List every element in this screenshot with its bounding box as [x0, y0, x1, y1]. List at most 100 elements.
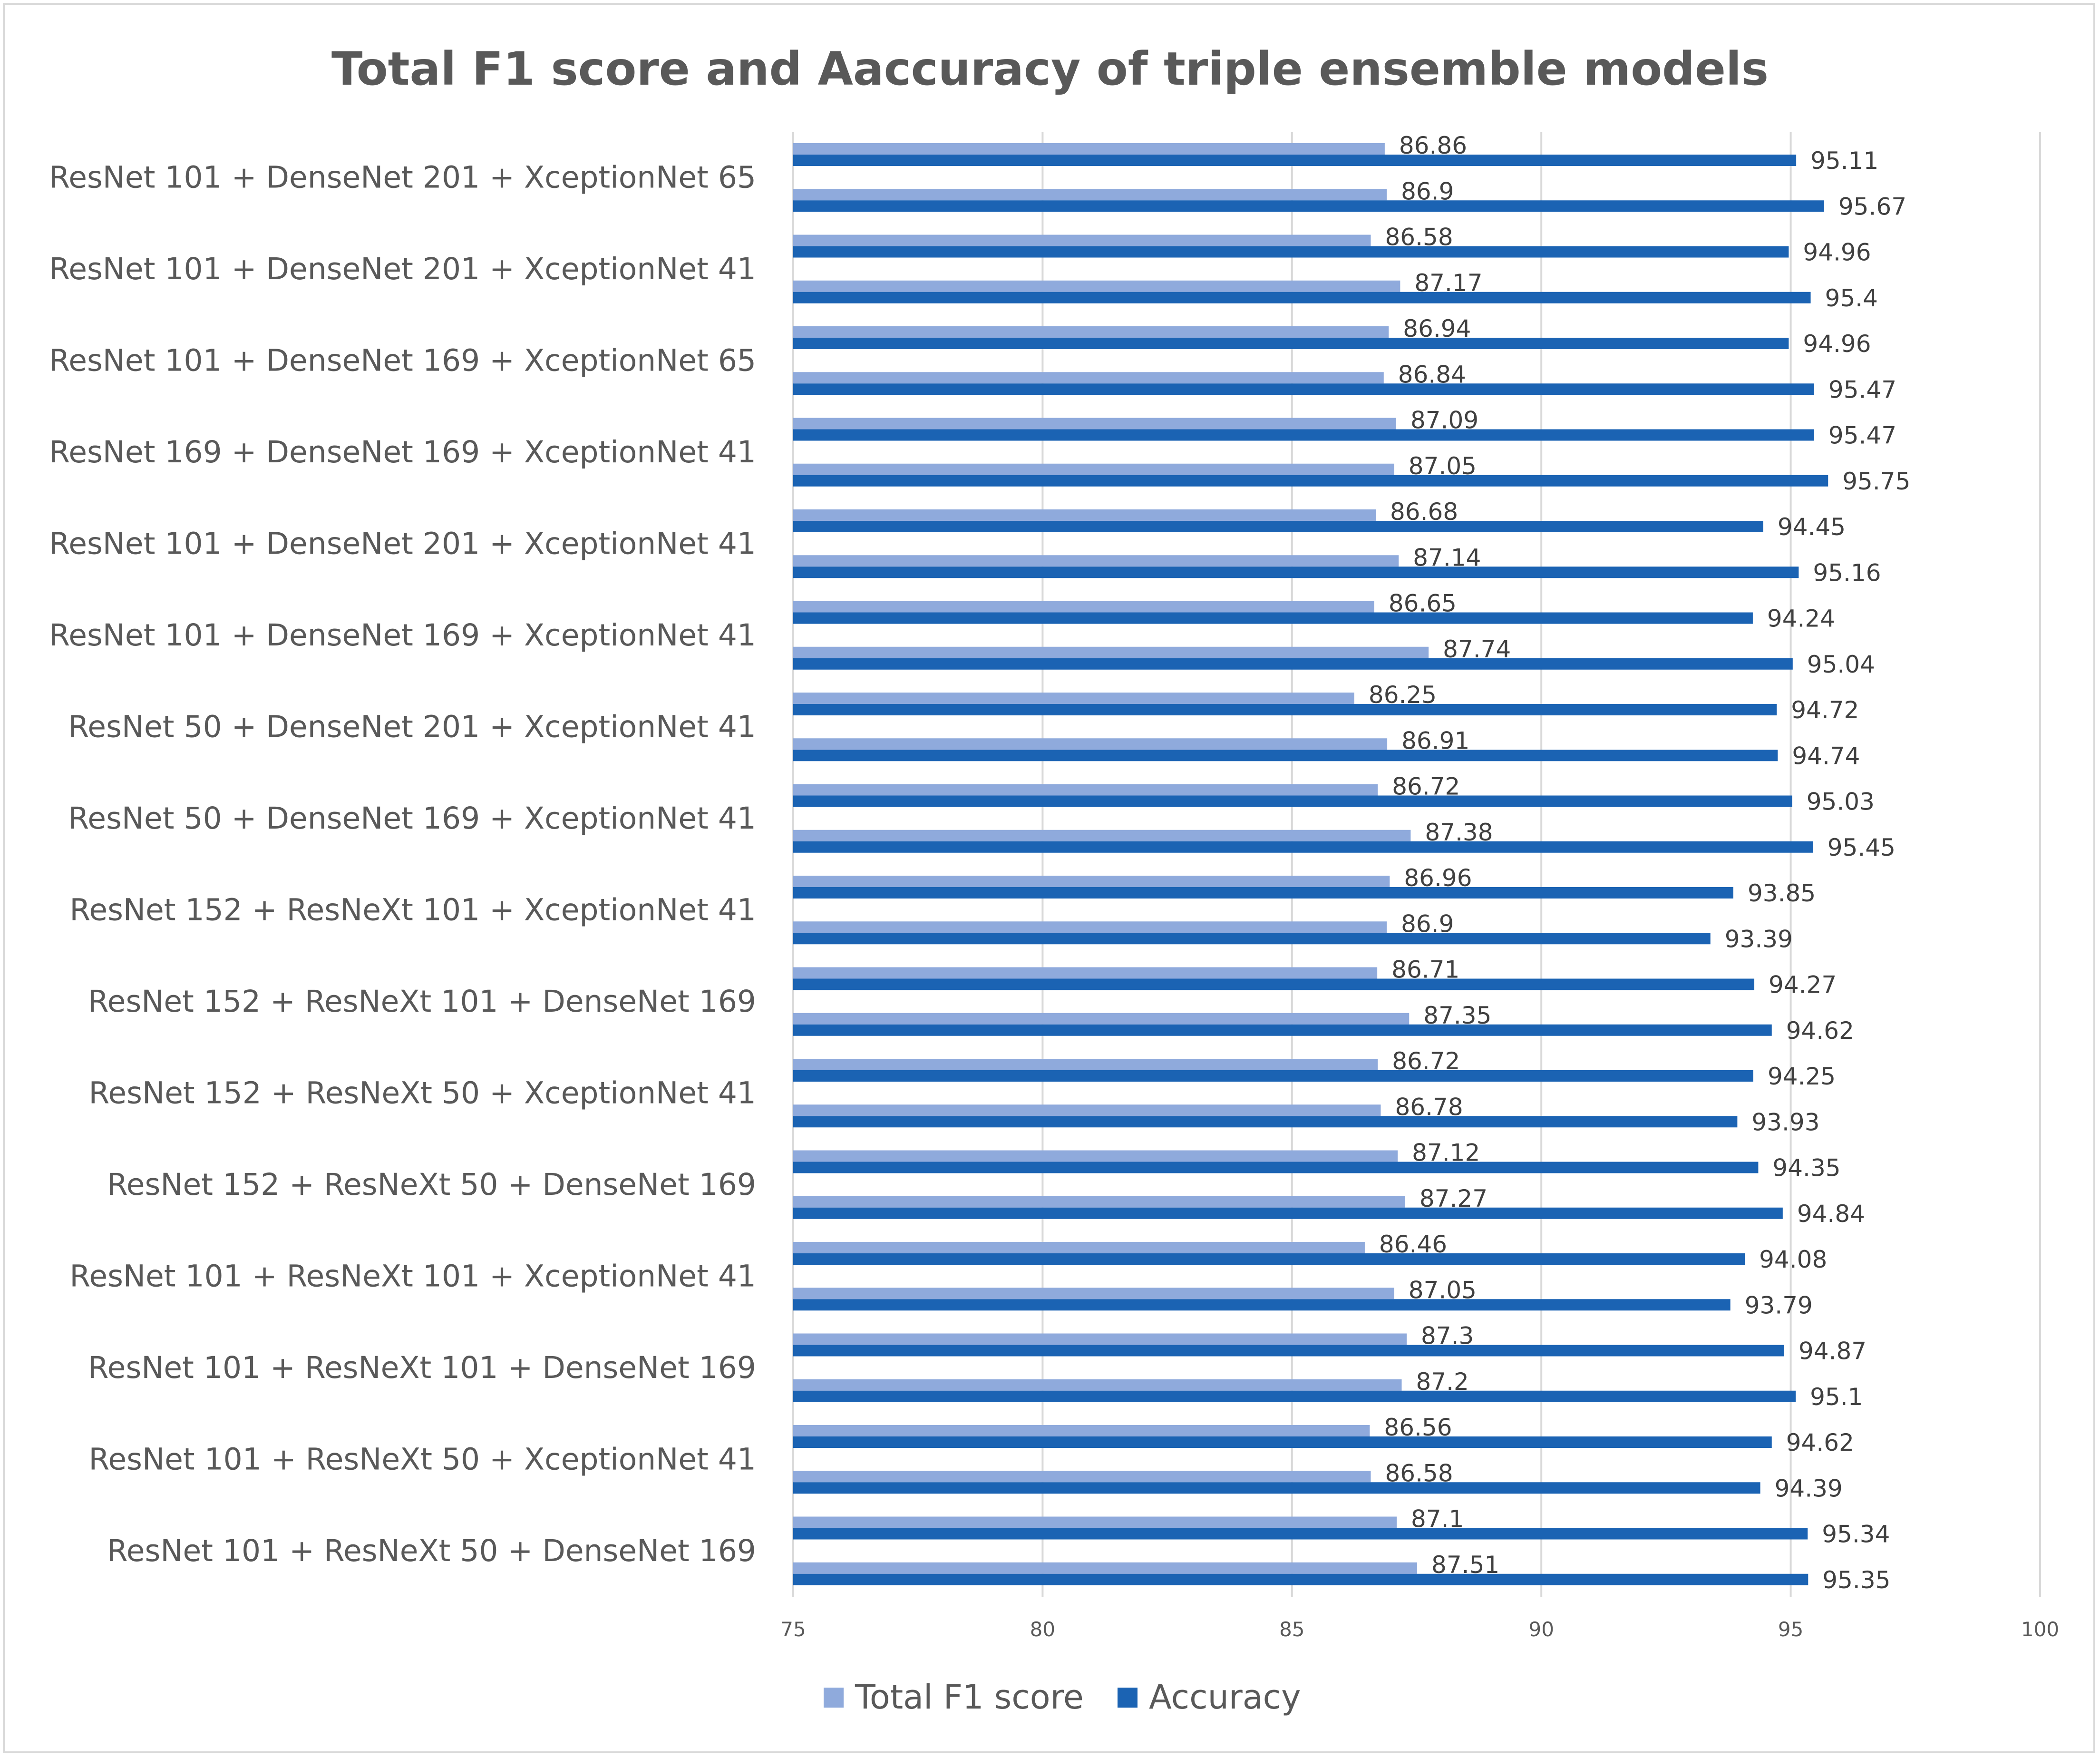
category-label: ResNet 152 + ResNeXt 101 + DenseNet 169 — [88, 984, 756, 1019]
category-label: ResNet 152 + ResNeXt 50 + XceptionNet 41 — [88, 1075, 756, 1110]
category-label: ResNet 152 + ResNeXt 50 + DenseNet 169 — [107, 1167, 756, 1202]
bar-total-f1 — [793, 1425, 1370, 1436]
x-tick-label: 85 — [1279, 1618, 1304, 1641]
x-tick-label: 75 — [780, 1618, 806, 1641]
bar-total-f1 — [793, 1013, 1410, 1025]
bar-total-f1 — [793, 143, 1385, 155]
data-label-accuracy: 95.75 — [1842, 468, 1910, 495]
bar-accuracy — [793, 246, 1789, 258]
bar-accuracy — [793, 1436, 1772, 1448]
category-label: ResNet 101 + DenseNet 169 + XceptionNet … — [49, 343, 756, 378]
data-label-accuracy: 94.24 — [1767, 605, 1835, 633]
category-label: ResNet 101 + DenseNet 201 + XceptionNet … — [49, 526, 756, 561]
bar-accuracy — [793, 292, 1811, 303]
bar-accuracy — [793, 1528, 1808, 1540]
data-label-total-f1: 87.05 — [1409, 452, 1477, 480]
data-label-total-f1: 86.25 — [1369, 681, 1437, 709]
data-label-total-f1: 87.51 — [1431, 1551, 1499, 1579]
bar-total-f1 — [793, 463, 1394, 475]
data-label-total-f1: 86.65 — [1389, 590, 1457, 617]
data-label-accuracy: 94.35 — [1772, 1154, 1840, 1182]
data-label-total-f1: 86.72 — [1392, 1047, 1460, 1075]
category-label: ResNet 101 + DenseNet 169 + XceptionNet … — [49, 618, 756, 653]
bar-accuracy — [793, 429, 1814, 441]
data-label-total-f1: 86.58 — [1385, 1459, 1453, 1487]
data-label-total-f1: 86.9 — [1401, 910, 1454, 938]
bar-total-f1 — [793, 646, 1429, 658]
data-label-total-f1: 87.2 — [1416, 1368, 1469, 1396]
bar-total-f1 — [793, 784, 1378, 796]
bars — [793, 143, 1828, 1585]
data-label-total-f1: 86.91 — [1401, 727, 1469, 754]
data-label-total-f1: 86.68 — [1390, 498, 1458, 526]
bar-accuracy — [793, 1482, 1760, 1494]
category-label: ResNet 101 + ResNeXt 101 + DenseNet 169 — [88, 1350, 756, 1385]
bar-total-f1 — [793, 509, 1376, 521]
x-tick-label: 80 — [1030, 1618, 1055, 1641]
category-label: ResNet 101 + ResNeXt 50 + XceptionNet 41 — [88, 1442, 756, 1476]
data-label-accuracy: 93.85 — [1748, 879, 1816, 907]
data-label-total-f1: 87.38 — [1425, 819, 1493, 846]
data-label-total-f1: 86.46 — [1379, 1231, 1447, 1258]
bar-accuracy — [793, 1345, 1784, 1357]
data-label-total-f1: 86.56 — [1384, 1414, 1452, 1441]
bar-accuracy — [793, 1299, 1731, 1311]
data-label-total-f1: 86.72 — [1392, 773, 1460, 801]
category-label: ResNet 101 + ResNeXt 101 + XceptionNet 4… — [69, 1259, 756, 1293]
data-label-total-f1: 87.1 — [1411, 1505, 1464, 1533]
data-label-accuracy: 95.47 — [1828, 422, 1896, 449]
x-axis-ticks: 75 80 85 90 95 100 — [780, 1618, 2059, 1641]
data-label-accuracy: 95.04 — [1807, 651, 1875, 678]
category-label: ResNet 169 + DenseNet 169 + XceptionNet … — [49, 435, 756, 469]
bar-total-f1 — [793, 1059, 1378, 1070]
data-label-total-f1: 87.35 — [1423, 1002, 1491, 1029]
category-label: ResNet 101 + DenseNet 201 + XceptionNet … — [49, 160, 756, 195]
data-label-total-f1: 86.94 — [1403, 315, 1471, 342]
bar-accuracy — [793, 1390, 1796, 1402]
bar-total-f1 — [793, 1333, 1407, 1345]
data-label-total-f1: 86.58 — [1385, 224, 1453, 251]
bar-accuracy — [793, 1162, 1759, 1173]
data-label-total-f1: 87.05 — [1409, 1276, 1477, 1304]
bar-accuracy — [793, 1070, 1753, 1082]
data-label-accuracy: 94.62 — [1786, 1429, 1854, 1456]
data-label-accuracy: 95.1 — [1810, 1383, 1863, 1411]
chart-title: Total F1 score and Aaccuracy of triple e… — [331, 42, 1769, 96]
category-label: ResNet 50 + DenseNet 169 + XceptionNet 4… — [68, 801, 756, 836]
legend-swatch-total-f1 — [824, 1688, 844, 1708]
bar-total-f1 — [793, 967, 1378, 979]
data-label-accuracy: 95.03 — [1807, 788, 1875, 816]
bar-accuracy — [793, 1116, 1738, 1128]
data-label-total-f1: 86.9 — [1401, 177, 1454, 205]
data-label-accuracy: 94.39 — [1775, 1475, 1843, 1502]
bar-total-f1 — [793, 830, 1411, 841]
bar-accuracy — [793, 887, 1733, 899]
bar-accuracy — [793, 1024, 1772, 1036]
category-label: ResNet 101 + DenseNet 201 + XceptionNet … — [49, 252, 756, 286]
data-label-total-f1: 87.17 — [1414, 269, 1482, 297]
bar-total-f1 — [793, 1104, 1381, 1116]
data-label-accuracy: 95.4 — [1825, 284, 1878, 312]
data-label-accuracy: 94.45 — [1778, 513, 1846, 541]
bar-accuracy — [793, 200, 1824, 212]
data-label-accuracy: 95.11 — [1810, 147, 1878, 175]
data-label-accuracy: 94.62 — [1786, 1017, 1854, 1045]
data-label-accuracy: 95.16 — [1813, 559, 1881, 586]
data-label-total-f1: 86.71 — [1391, 956, 1459, 984]
data-label-accuracy: 95.47 — [1828, 376, 1896, 403]
bar-accuracy — [793, 658, 1793, 670]
legend-swatch-accuracy — [1118, 1688, 1138, 1708]
data-label-accuracy: 95.34 — [1822, 1521, 1890, 1548]
bar-total-f1 — [793, 1150, 1398, 1162]
data-label-total-f1: 87.09 — [1410, 407, 1478, 434]
x-tick-label: 90 — [1528, 1618, 1554, 1641]
bar-total-f1 — [793, 1516, 1397, 1528]
bar-total-f1 — [793, 1242, 1365, 1253]
bar-accuracy — [793, 978, 1755, 990]
bar-accuracy — [793, 750, 1778, 762]
category-label: ResNet 152 + ResNeXt 101 + XceptionNet 4… — [69, 892, 756, 927]
data-label-total-f1: 86.84 — [1398, 361, 1466, 388]
data-label-accuracy: 95.45 — [1828, 834, 1896, 861]
data-label-accuracy: 94.25 — [1768, 1063, 1836, 1090]
